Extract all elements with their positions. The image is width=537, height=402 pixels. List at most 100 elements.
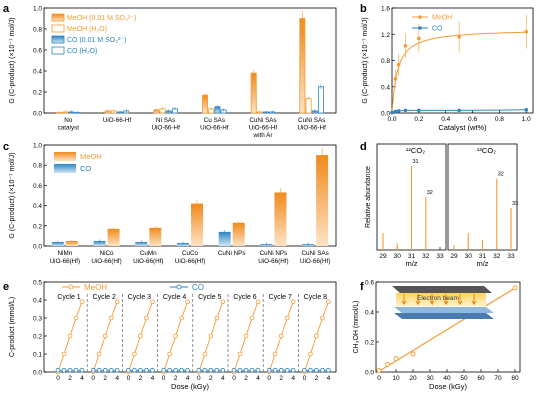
category-label: CuNi NPs UiO-66(Hf) (258, 250, 288, 265)
data-point (132, 367, 137, 373)
panel-label-d: d (360, 141, 367, 153)
data-point (67, 367, 73, 373)
legend-label: CO (H₂O) (67, 48, 97, 55)
x-tick-label: 33 (507, 253, 515, 260)
data-point (284, 367, 290, 373)
data-point (208, 333, 214, 339)
x-tick-label: 31 (408, 253, 416, 260)
data-point (196, 367, 202, 373)
data-point (138, 333, 143, 339)
x-tick-label: 0 (377, 375, 381, 382)
data-point (308, 351, 313, 357)
x-tick-label: 2 (103, 375, 107, 382)
cycle-label: Cycle 2 (93, 294, 116, 301)
x-tick-label: 0.8 (495, 116, 504, 123)
sample-layer (394, 307, 494, 313)
cycle-label: Cycle 4 (163, 294, 186, 301)
data-point (173, 333, 178, 339)
panel-label-f: f (360, 281, 364, 293)
x-tick-label: 0.4 (441, 116, 450, 123)
spectrum-frame (447, 143, 518, 251)
data-point (302, 367, 307, 373)
y-tick-label: 1.6 (381, 6, 390, 13)
x-tick-label: 0 (303, 375, 307, 382)
x-tick-label: 10 (392, 375, 400, 382)
data-point (290, 299, 296, 305)
x-axis-label-d: m/z (476, 259, 488, 268)
bar (274, 192, 287, 246)
peak-label: 32 (427, 190, 433, 196)
y-tick-label: 0.4 (365, 310, 374, 317)
data-point (161, 367, 166, 373)
legend-label: CO (80, 164, 91, 173)
y-axis-label-f: CH₃OH (mmol/L) (353, 300, 360, 353)
category-label: Cu SAs UiO-66-Hf (200, 117, 229, 132)
y-tick-label: 0.4 (33, 69, 42, 76)
data-point (185, 299, 190, 305)
category-label: CuNi NPs (218, 250, 246, 257)
legend-marker (418, 15, 422, 19)
x-tick-label: 4 (221, 375, 225, 382)
legend-label: CO (0.01 M SO₃²⁻) (67, 37, 126, 44)
legend-label: MeOH (H₂O) (67, 26, 107, 33)
data-point (249, 367, 255, 373)
y-tick-label: 1.0 (33, 143, 42, 150)
category-label: UiO-66-Hf (103, 117, 132, 124)
y-tick-label: 0.4 (33, 203, 42, 210)
plot-frame-c (43, 144, 337, 247)
x-tick-label: 60 (477, 375, 485, 382)
legend-label: MeOH (0.01 M SO₃²⁻) (67, 15, 136, 22)
x-tick-label: 4 (327, 375, 331, 382)
data-point (393, 77, 398, 81)
data-point (61, 351, 67, 357)
inset-label: Electron beam (417, 295, 459, 302)
legend-swatch (54, 164, 76, 173)
x-tick-label: 0 (232, 375, 236, 382)
isotope-label: ¹³CO₂ (477, 146, 496, 155)
x-tick-label: 0 (267, 375, 271, 382)
category-label: CuCo UiO-66(Hf) (175, 250, 205, 265)
legend-swatch (51, 13, 65, 22)
cycle-label: Cycle 8 (304, 294, 327, 301)
data-point (457, 108, 461, 113)
plot-frame-f (375, 281, 521, 373)
sample-base (394, 313, 494, 319)
data-point (231, 367, 237, 373)
category-label: Ni SAs UiO-66-Hf (151, 117, 180, 132)
cycle-label: Cycle 1 (57, 294, 80, 301)
x-axis-label-f: Dose (kGy) (429, 382, 467, 391)
bar (202, 94, 209, 114)
data-point (179, 315, 184, 321)
data-point (290, 367, 296, 373)
legend-marker (176, 284, 182, 290)
panel-label-e: e (3, 281, 9, 293)
panel-label-c: c (3, 141, 9, 153)
data-point (457, 35, 461, 39)
data-point (272, 351, 278, 357)
x-tick-label: 20 (409, 375, 417, 382)
x-tick-label: 80 (511, 375, 519, 382)
y-tick-label: 0.8 (33, 163, 42, 170)
category-label: CuNi SAs UiO-66-Hf (297, 117, 326, 132)
y-tick-label: 1.2 (381, 32, 390, 39)
x-tick-label: 1.0 (522, 116, 531, 123)
data-point (167, 351, 172, 357)
data-point (173, 367, 178, 373)
bar (149, 227, 162, 246)
x-tick-label: 70 (494, 375, 502, 382)
y-tick-label: 0.8 (33, 27, 42, 34)
panel-label-b: b (360, 3, 367, 15)
legend-swatch (51, 35, 65, 44)
bar (218, 231, 231, 246)
data-point (220, 299, 226, 305)
bar (232, 222, 245, 246)
y-tick-label: 0.2 (365, 340, 374, 347)
y-tick-label: 0.4 (33, 298, 42, 305)
category-label: CuNi SAs UiO-66(Hf) (300, 250, 330, 265)
legend-label: CO (192, 283, 204, 292)
x-tick-label: 2 (139, 375, 143, 382)
data-point (524, 29, 529, 34)
x-tick-label: 4 (256, 375, 260, 382)
data-point (393, 356, 399, 361)
